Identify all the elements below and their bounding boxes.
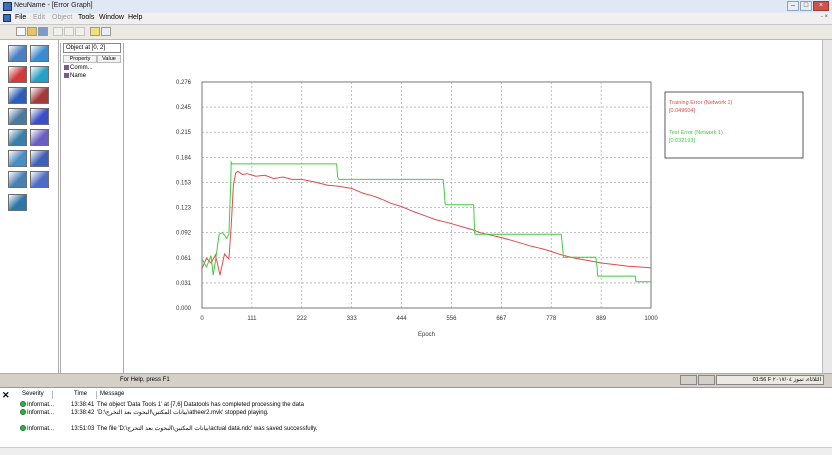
y-tick-label: 0.061 — [176, 256, 192, 262]
training-error-line — [201, 170, 652, 276]
property-row[interactable]: Name — [64, 73, 86, 79]
mdi-controls[interactable]: - × — [820, 14, 828, 20]
y-tick-label: 0.153 — [176, 180, 192, 186]
app-icon — [3, 2, 12, 11]
synapse-tool-icon[interactable] — [30, 66, 49, 83]
time-column-header[interactable]: Time — [72, 391, 97, 399]
legend-series-name: Training Error (Network 1) — [669, 100, 733, 106]
property-row[interactable]: Comm... — [64, 65, 93, 71]
minimize-button[interactable]: – — [787, 1, 799, 11]
y-tick-label: 0.276 — [176, 80, 192, 86]
y-tick-label: 0.184 — [176, 155, 192, 161]
y-tick-label: 0.245 — [176, 105, 192, 111]
axon-tool-icon[interactable] — [8, 66, 27, 83]
x-tick-label: 333 — [347, 316, 358, 322]
x-tick-label: 556 — [446, 316, 457, 322]
menu-bar: File Edit Object Tools Window Help - × — [0, 13, 832, 25]
log-row[interactable]: Informat... 13:38:42 'D:\بيانات المكتين\ال… — [20, 409, 269, 416]
error-graph-chart: 0 111 222 333 444 556 667 778 889 1000 0.000 0.031 0… — [176, 80, 804, 338]
test-error-line — [201, 160, 651, 283]
info-icon — [20, 409, 26, 415]
status-bar: For Help, press F1 01:56 F الثلاثاء، تمو… — [0, 373, 832, 387]
cluster-tool-icon[interactable] — [30, 87, 49, 104]
x-tick-label: 667 — [496, 316, 507, 322]
y-tick-label: 0.031 — [176, 281, 192, 287]
legend-series-value: [0.049604] — [669, 108, 695, 114]
y-tick-label: 0.123 — [176, 206, 192, 212]
message-column-header[interactable]: Message — [100, 391, 125, 397]
x-tick-label: 222 — [297, 316, 308, 322]
legend-box — [664, 91, 804, 159]
info-icon — [20, 401, 26, 407]
menu-object[interactable]: Object — [52, 14, 73, 21]
menu-tools[interactable]: Tools — [78, 14, 95, 21]
close-log-icon[interactable]: ✕ — [2, 390, 10, 400]
value-column-header[interactable]: Value — [97, 55, 121, 63]
legend-series-value: [0.032193] — [669, 138, 695, 144]
x-axis-label: Epoch — [418, 332, 435, 338]
help-icon[interactable] — [101, 27, 111, 36]
x-tick-label: 444 — [397, 316, 408, 322]
close-button[interactable]: × — [813, 1, 829, 11]
menu-file[interactable]: File — [15, 14, 27, 21]
y-tick-label: 0.215 — [176, 130, 192, 136]
property-icon — [64, 73, 69, 78]
x-tick-label: 889 — [596, 316, 607, 322]
log-panel: ✕ Severity Time Message Informat... 13:38… — [0, 387, 832, 455]
property-column-header[interactable]: Property — [63, 55, 97, 63]
y-tick-label: 0.092 — [176, 231, 192, 237]
property-icon — [64, 65, 69, 70]
input-tool-icon[interactable] — [8, 45, 27, 62]
matrix-tool-icon[interactable] — [30, 129, 49, 146]
log-row[interactable]: Informat... 13:38:41 The object 'Data Tool… — [20, 401, 304, 408]
component-palette — [0, 40, 59, 373]
save-icon[interactable] — [38, 27, 48, 36]
menu-help[interactable]: Help — [128, 14, 143, 21]
vertical-scrollbar[interactable] — [822, 40, 832, 373]
network-tool-icon[interactable] — [8, 171, 27, 188]
menu-window[interactable]: Window — [99, 14, 124, 21]
menu-edit[interactable]: Edit — [33, 14, 46, 21]
file-tool-icon[interactable] — [8, 108, 27, 125]
x-tick-label: 1000 — [644, 316, 658, 322]
copy-icon[interactable] — [64, 27, 74, 36]
status-indicator — [680, 375, 697, 385]
data-graph-tool-icon[interactable] — [8, 129, 27, 146]
legend-series-name: Test Error (Network 1) — [669, 130, 723, 136]
info-icon — [20, 425, 26, 431]
node-tool-icon[interactable] — [30, 171, 49, 188]
log-row[interactable]: Informat... 13:51:03 The file 'D:\بيانات ا… — [20, 425, 318, 432]
x-tick-label: 0 — [200, 316, 204, 322]
workspace: Object at [0, 2] Property Value Comm... … — [0, 40, 823, 373]
idea-icon[interactable] — [90, 27, 100, 36]
grid-tool-icon[interactable] — [30, 150, 49, 167]
object-header: Object at [0, 2] — [63, 43, 121, 53]
stack-tool-icon[interactable] — [8, 150, 27, 167]
x-tick-label: 778 — [546, 316, 557, 322]
window-controls: – □ × — [787, 1, 829, 11]
toolbar — [0, 25, 832, 40]
severity-column-header[interactable]: Severity — [20, 391, 53, 399]
status-message: For Help, press F1 — [120, 377, 170, 383]
title-bar: NeuName - [Error Graph] – □ × — [0, 0, 832, 13]
maximize-button[interactable]: □ — [800, 1, 812, 11]
output-tool-icon[interactable] — [30, 45, 49, 62]
y-tick-label: 0.000 — [176, 306, 192, 312]
globe-tool-icon[interactable] — [8, 194, 27, 211]
probe-tool-icon[interactable] — [30, 108, 49, 125]
error-graph-window: 0 111 222 333 444 556 667 778 889 1000 0.000 0.031 0… — [132, 40, 823, 373]
object-inspector: Object at [0, 2] Property Value Comm... … — [60, 43, 124, 373]
cut-icon[interactable] — [53, 27, 63, 36]
status-clock: 01:56 F الثلاثاء، تموز ٢٠١٧/٠٤ — [716, 375, 824, 385]
open-icon[interactable] — [27, 27, 37, 36]
paste-icon[interactable] — [75, 27, 85, 36]
plot-area — [201, 81, 652, 309]
status-indicator — [698, 375, 715, 385]
window-title: NeuName - [Error Graph] — [14, 2, 93, 9]
new-icon[interactable] — [16, 27, 26, 36]
horizontal-scrollbar[interactable] — [0, 447, 832, 455]
bias-tool-icon[interactable] — [8, 87, 27, 104]
document-icon[interactable] — [3, 14, 11, 22]
x-tick-label: 111 — [247, 316, 257, 322]
